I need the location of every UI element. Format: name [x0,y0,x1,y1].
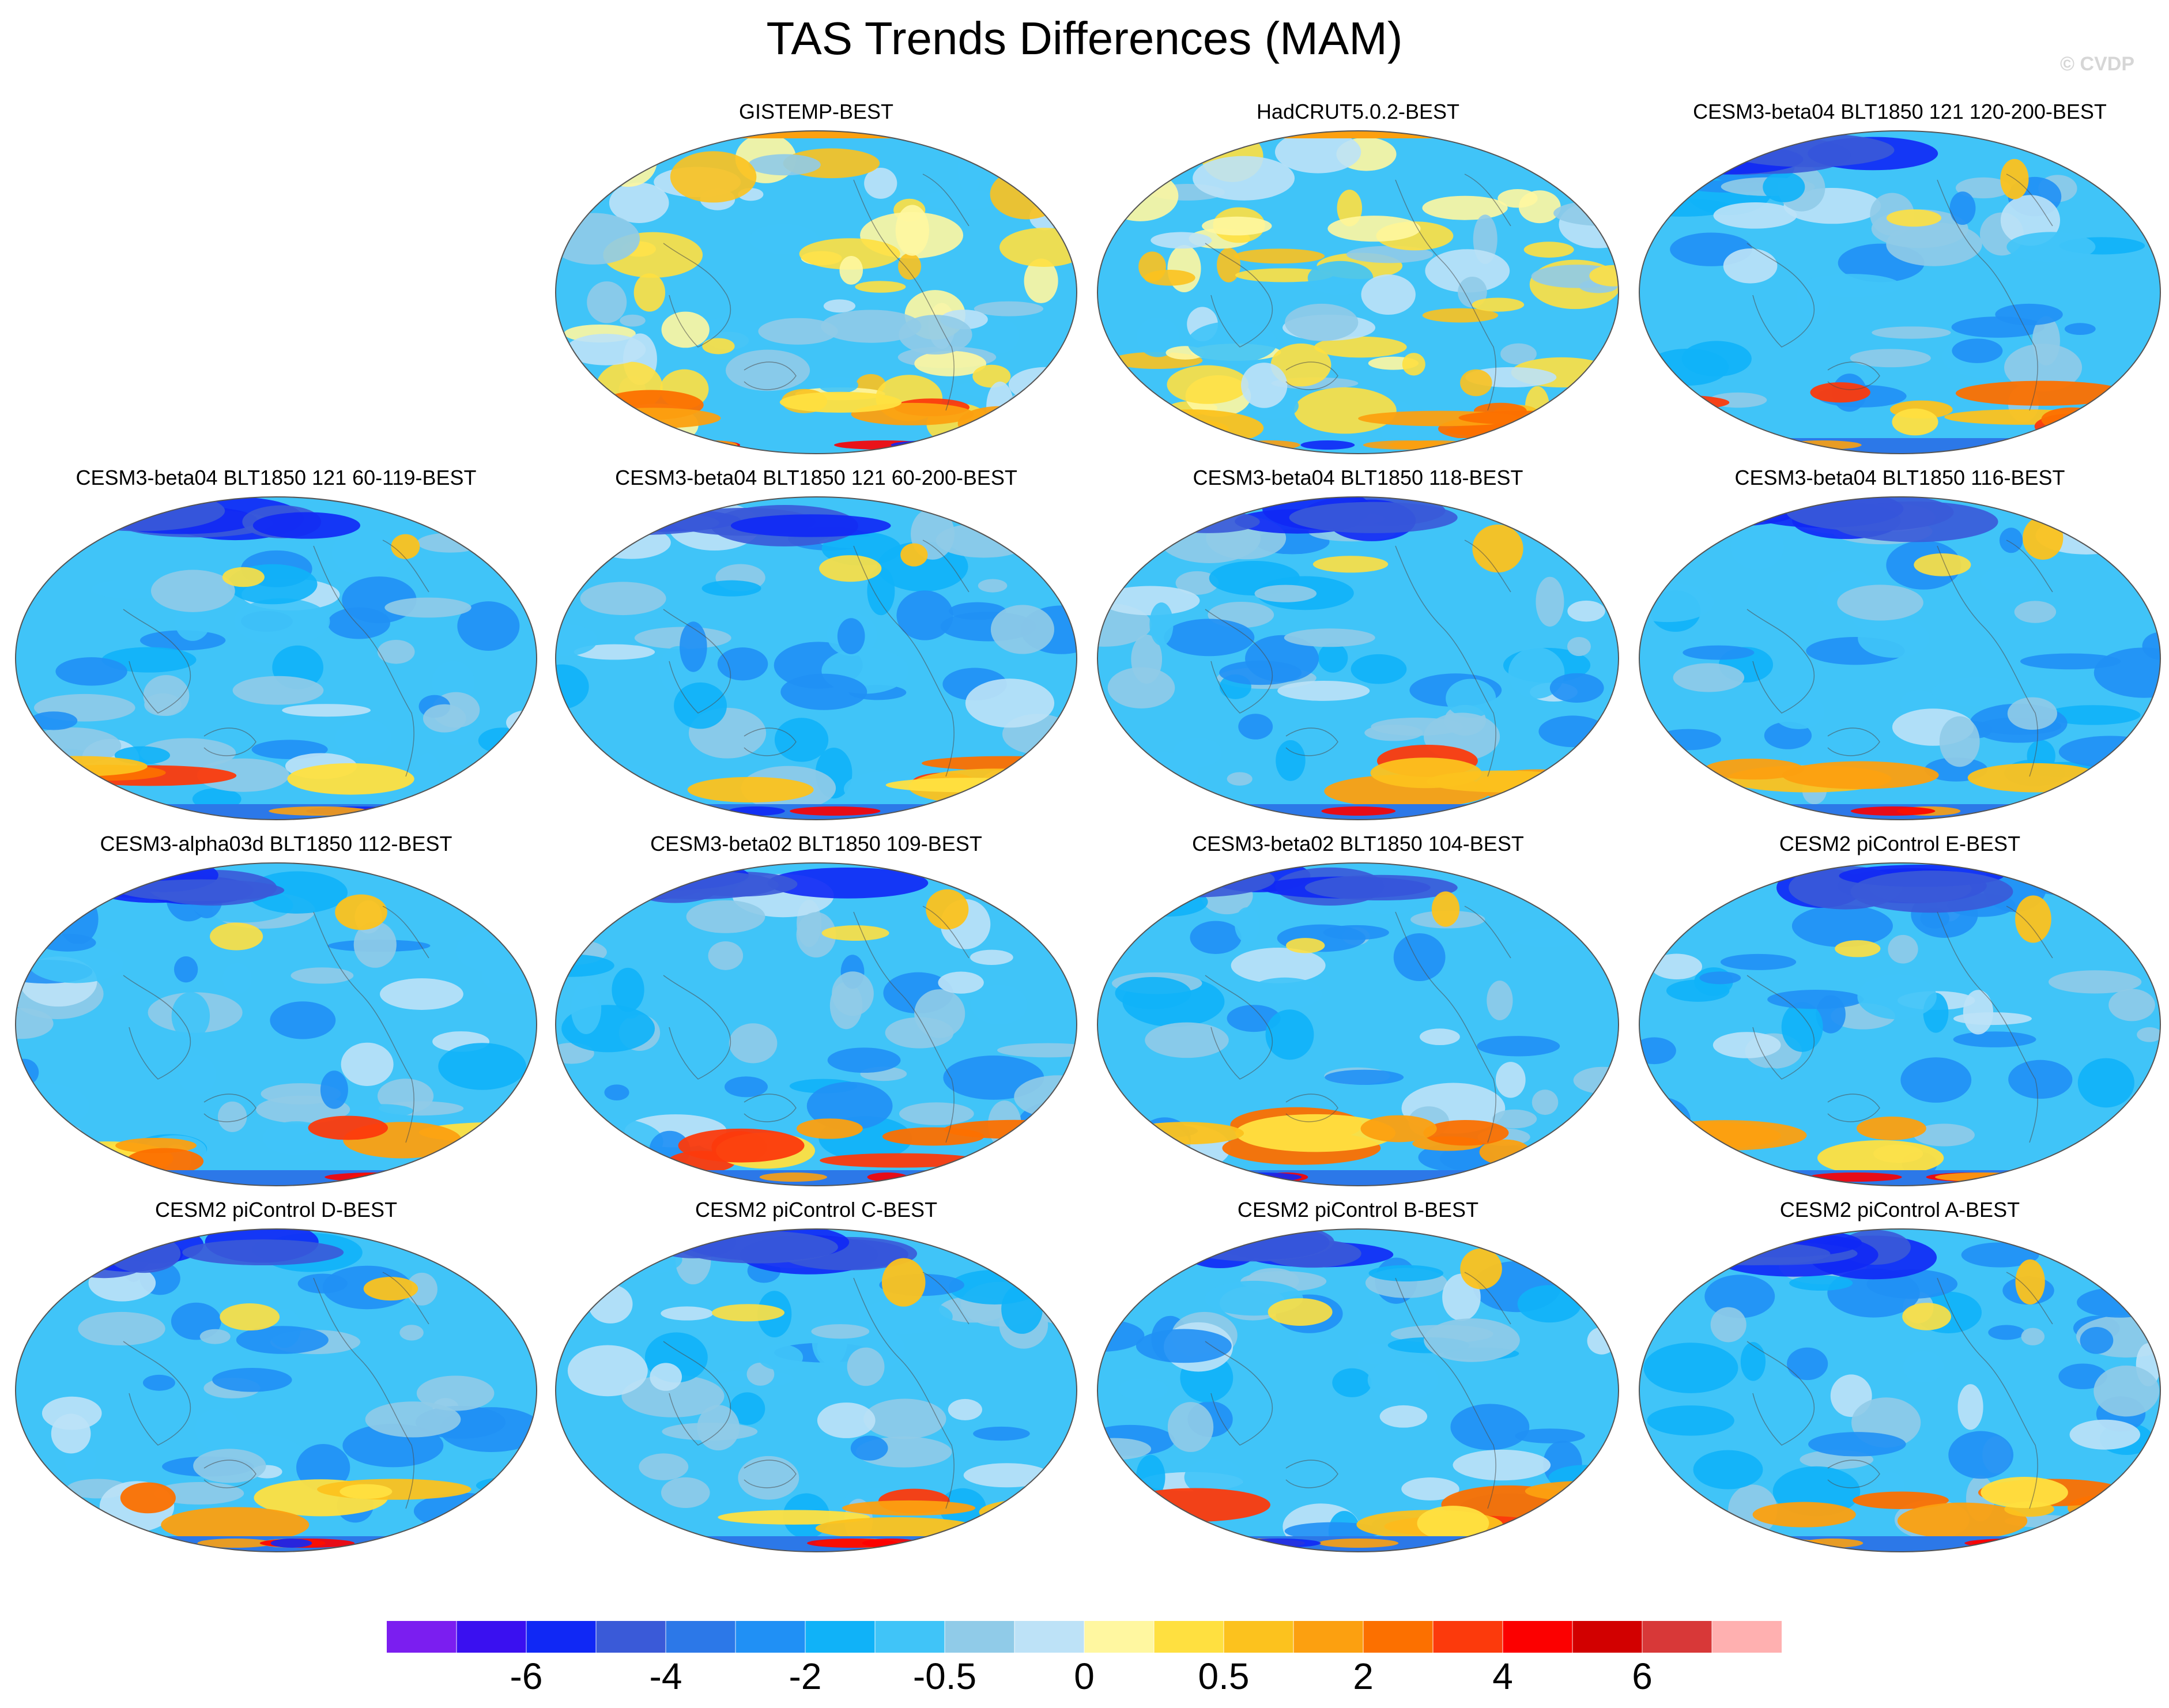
colorbar-tick-label: 6 [1632,1656,1653,1697]
panel-title: CESM3-beta04 BLT1850 118-BEST [1193,466,1523,489]
map-0 [555,130,1077,454]
colorbar-bin [596,1621,666,1653]
colorbar-bin [387,1621,457,1653]
map-10 [1639,862,2161,1186]
map-panel: CESM3-alpha03d BLT1850 112-BEST [10,830,542,1199]
map-panel: CESM3-beta04 BLT1850 121 60-200-BEST [550,464,1082,833]
map-3 [15,496,537,820]
colorbar-bin [735,1621,806,1653]
map-13 [1097,1228,1619,1552]
panel-title: CESM3-beta04 BLT1850 121 60-119-BEST [76,466,477,489]
panel-title: CESM2 piControl A-BEST [1779,1198,2020,1221]
panel-title: GISTEMP-BEST [738,100,894,123]
map-8 [555,862,1077,1186]
map-12 [555,1228,1077,1552]
map-panel: CESM3-beta04 BLT1850 116-BEST [1634,464,2166,833]
colorbar-bin [666,1621,736,1653]
panel-title: CESM2 piControl D-BEST [154,1198,398,1221]
map-panel: CESM2 piControl C-BEST [550,1196,1082,1565]
colorbar-tick-label: 2 [1353,1656,1374,1697]
map-panel: CESM3-beta04 BLT1850 121 120-200-BEST [1634,98,2166,467]
colorbar-bin [945,1621,1015,1653]
map-panel: CESM3-beta02 BLT1850 104-BEST [1092,830,1624,1199]
map-6 [1639,496,2161,820]
map-5 [1097,496,1619,820]
map-4 [555,496,1077,820]
colorbar-bin [1014,1621,1085,1653]
panel-title: CESM3-alpha03d BLT1850 112-BEST [100,832,452,855]
map-1 [1097,130,1619,454]
map-2 [1639,130,2161,454]
panel-title: CESM3-beta04 BLT1850 121 60-200-BEST [615,466,1017,489]
panel-title: CESM3-beta04 BLT1850 116-BEST [1734,466,2065,489]
colorbar-bin [1572,1621,1643,1653]
watermark: © CVDP [2060,53,2134,75]
map-7 [15,862,537,1186]
colorbar-bin [1084,1621,1155,1653]
colorbar-bin [1363,1621,1434,1653]
colorbar-bin [1712,1621,1782,1653]
map-panel: CESM2 piControl E-BEST [1634,830,2166,1199]
colorbar-bin [457,1621,527,1653]
panel-title: CESM3-beta02 BLT1850 109-BEST [650,832,982,855]
colorbar-bin [1224,1621,1294,1653]
map-panel: CESM3-beta04 BLT1850 118-BEST [1092,464,1624,833]
panel-title: CESM3-beta02 BLT1850 104-BEST [1192,832,1524,855]
colorbar-tick-label: -4 [649,1656,682,1697]
panel-title: CESM2 piControl B-BEST [1237,1198,1479,1221]
map-panel: CESM2 piControl D-BEST [10,1196,542,1565]
panel-title: CESM3-beta04 BLT1850 121 120-200-BEST [1693,100,2107,123]
map-11 [15,1228,537,1552]
colorbar-bin [805,1621,876,1653]
map-14 [1639,1228,2161,1552]
colorbar-bin [526,1621,597,1653]
colorbar-bin [1503,1621,1573,1653]
map-panel: CESM2 piControl B-BEST [1092,1196,1624,1565]
colorbar-tick-label: -6 [510,1656,543,1697]
colorbar-tick-label: 0.5 [1198,1656,1250,1697]
map-9 [1097,862,1619,1186]
map-panel: CESM3-beta02 BLT1850 109-BEST [550,830,1082,1199]
panel-title: CESM2 piControl C-BEST [695,1198,938,1221]
panel-title: HadCRUT5.0.2-BEST [1256,100,1460,123]
map-panel: CESM2 piControl A-BEST [1634,1196,2166,1565]
colorbar-bin [1642,1621,1712,1653]
colorbar-bin [1433,1621,1503,1653]
colorbar-bin [875,1621,945,1653]
colorbar-bin [1154,1621,1224,1653]
colorbar-tick-label: -2 [789,1656,822,1697]
colorbar-tick-label: 0 [1074,1656,1095,1697]
colorbar [387,1621,1782,1653]
colorbar-tick-label: -0.5 [912,1656,977,1697]
colorbar-tick-label: 4 [1492,1656,1513,1697]
page-title: TAS Trends Differences (MAM) [766,13,1403,64]
map-panel: HadCRUT5.0.2-BEST [1092,98,1624,467]
panel-title: CESM2 piControl E-BEST [1779,832,2021,855]
map-panel: CESM3-beta04 BLT1850 121 60-119-BEST [10,464,542,833]
map-panel: GISTEMP-BEST [550,98,1082,467]
colorbar-bin [1293,1621,1364,1653]
